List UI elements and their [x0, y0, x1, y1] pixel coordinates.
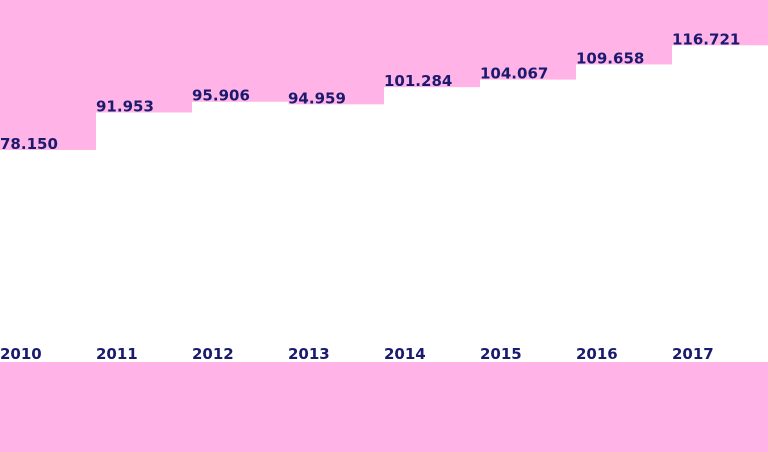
- bar-2011: [96, 112, 193, 362]
- value-label-2012: 95.906: [192, 87, 250, 105]
- bar-2014: [384, 87, 481, 362]
- year-label-2014: 2014: [384, 345, 426, 363]
- value-label-2013: 94.959: [288, 89, 346, 107]
- bar-2015: [480, 79, 577, 362]
- year-label-2017: 2017: [672, 345, 714, 363]
- bar-2016: [576, 64, 673, 363]
- year-label-2015: 2015: [480, 345, 522, 363]
- bar-2017: [672, 45, 768, 362]
- bar-2012: [192, 101, 289, 363]
- year-label-2010: 2010: [0, 345, 42, 363]
- bars-group: [0, 45, 768, 363]
- value-label-2016: 109.658: [576, 49, 644, 67]
- year-labels-group: 2010 2011 2012 2013 2014 2015 2016 2017: [0, 345, 714, 363]
- year-label-2016: 2016: [576, 345, 618, 363]
- value-label-2015: 104.067: [480, 65, 548, 83]
- value-label-2017: 116.721: [672, 30, 740, 48]
- year-label-2013: 2013: [288, 345, 330, 363]
- value-label-2014: 101.284: [384, 72, 452, 90]
- year-label-2012: 2012: [192, 345, 234, 363]
- year-label-2011: 2011: [96, 345, 138, 363]
- value-label-2011: 91.953: [96, 97, 154, 115]
- bar-2010: [0, 149, 97, 362]
- value-labels-group: 78.150 91.953 95.906 94.959 101.284 104.067 10…: [0, 30, 740, 153]
- value-label-2010: 78.150: [0, 135, 58, 153]
- bar-2013: [288, 104, 385, 362]
